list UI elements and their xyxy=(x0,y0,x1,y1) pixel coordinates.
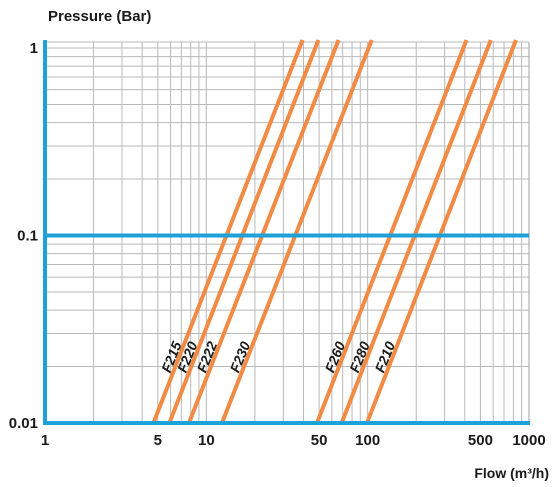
x-tick-label: 1 xyxy=(41,432,49,449)
y-axis-label: Pressure (Bar) xyxy=(48,8,151,25)
series-line-f210 xyxy=(365,39,518,424)
y-tick-label: 1 xyxy=(30,40,38,57)
x-axis-label: Flow (m³/h) xyxy=(474,465,549,481)
grid-lines xyxy=(45,41,530,423)
x-tick-label: 500 xyxy=(468,432,493,449)
series-line-f215 xyxy=(151,39,305,424)
axes xyxy=(43,40,530,425)
tick-labels: 1 5 10 50 100 500 1000 0.01 0.1 1 xyxy=(9,40,546,449)
x-tick-label: 10 xyxy=(198,432,215,449)
x-tick-label: 1000 xyxy=(512,432,545,449)
series-lines xyxy=(151,39,518,424)
series-line-f280 xyxy=(339,39,493,424)
series-line-f220 xyxy=(167,39,321,424)
x-tick-label: 5 xyxy=(154,432,162,449)
series-line-f230 xyxy=(220,39,374,424)
x-tick-label: 100 xyxy=(355,432,380,449)
x-tick-label: 50 xyxy=(311,432,328,449)
y-tick-label: 0.1 xyxy=(17,228,38,245)
series-line-f222 xyxy=(187,39,341,424)
y-tick-label: 0.01 xyxy=(9,415,38,432)
series-line-f260 xyxy=(315,39,469,424)
